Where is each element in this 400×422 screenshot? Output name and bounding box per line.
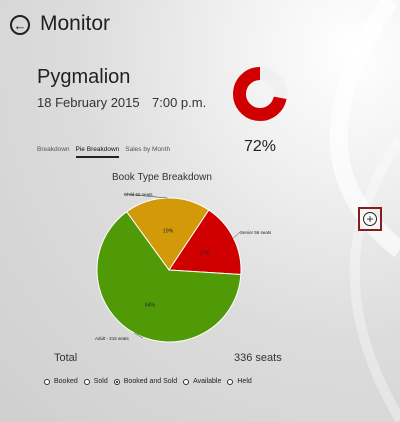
occupancy-donut (231, 65, 289, 123)
tab-pie-breakdown[interactable]: Pie Breakdown (75, 146, 120, 158)
pie-percent-label: 64% (145, 303, 156, 309)
total-value: 336 seats (234, 352, 282, 364)
radio-icon (183, 378, 190, 385)
page-title: Monitor (40, 12, 111, 35)
radio-icon (83, 378, 90, 385)
pie-leader-line (134, 332, 144, 339)
filter-booked-and-sold[interactable]: Booked and Sold (113, 378, 177, 385)
event-time: 7:00 p.m. (152, 95, 207, 110)
filter-radio-group: Booked Sold Booked and Sold Available He… (44, 378, 252, 385)
total-label: Total (54, 352, 78, 364)
filter-available[interactable]: Available (183, 378, 221, 385)
pie-slice-senior (168, 209, 242, 276)
tab-sales-by-month[interactable]: Sales by Month (125, 146, 171, 153)
event-name: Pygmalion (37, 66, 131, 88)
filter-sold[interactable]: Sold (83, 378, 108, 385)
pie-category-label: Adult - 215 seats (95, 336, 130, 341)
pie-slice-child (125, 197, 210, 271)
donut-arc (233, 67, 287, 121)
back-button[interactable]: ← (10, 15, 30, 35)
event-date: 18 February 2015 (37, 95, 140, 110)
pie-leader-line (233, 231, 241, 239)
add-button[interactable]: + (358, 207, 382, 231)
pie-slice-adult (96, 211, 242, 343)
chart-title: Book Type Breakdown (112, 172, 212, 183)
radio-icon (227, 378, 234, 385)
radio-icon (44, 378, 50, 385)
pie-percent-label: 17% (199, 250, 210, 256)
pie-leader-line (123, 193, 168, 199)
occupancy-percent: 72% (244, 138, 277, 155)
filter-held[interactable]: Held (227, 378, 252, 385)
pie-category-label: Senior 56 seats (240, 230, 272, 235)
add-circle-icon: + (363, 212, 377, 226)
pie-category-label: Child 65 seats (124, 192, 153, 197)
back-arrow-icon: ← (13, 17, 27, 33)
pie-percent-label: 19% (163, 228, 174, 234)
tab-bar: Breakdown Pie Breakdown Sales by Month (37, 146, 170, 158)
filter-booked[interactable]: Booked (44, 378, 78, 385)
tab-breakdown[interactable]: Breakdown (37, 146, 70, 153)
radio-selected-icon (113, 378, 120, 385)
